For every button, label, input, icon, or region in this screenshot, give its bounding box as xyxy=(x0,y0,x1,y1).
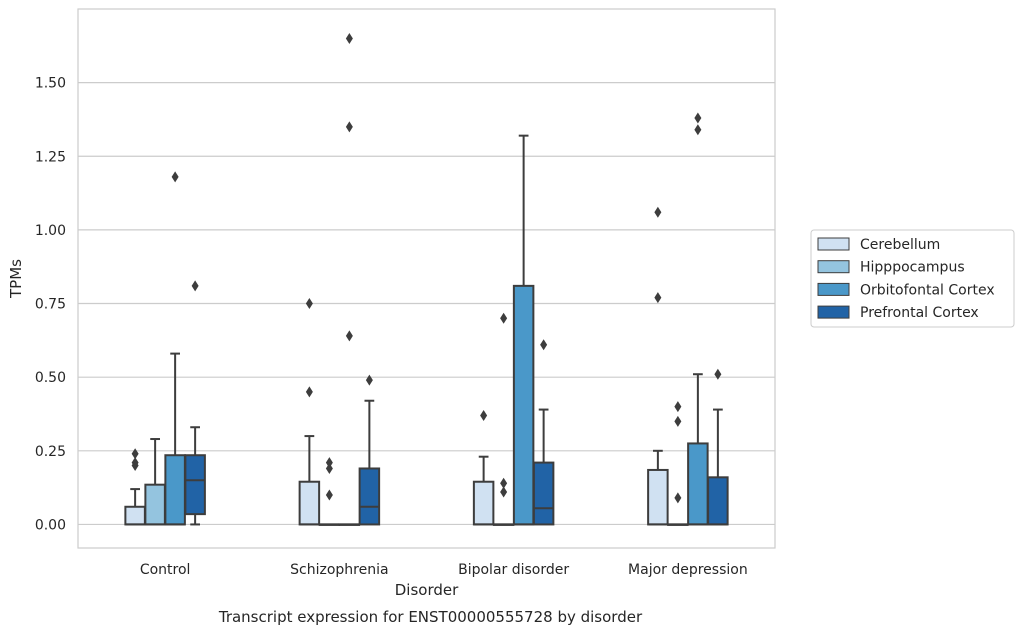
legend-label: Cerebellum xyxy=(860,237,940,253)
box-rect xyxy=(707,476,729,526)
outlier-point xyxy=(305,298,313,310)
box-rect xyxy=(184,454,206,516)
chart-title: Transcript expression for ENST0000055572… xyxy=(218,608,643,626)
outlier-point xyxy=(674,415,682,427)
box-rect xyxy=(164,454,186,526)
y-tick-label: 1.00 xyxy=(35,223,66,239)
box-cerebellum xyxy=(472,409,495,526)
box-rect xyxy=(512,284,535,526)
x-tick-label: Bipolar disorder xyxy=(458,562,569,578)
outlier-point xyxy=(500,486,508,498)
outlier-point xyxy=(325,489,333,501)
legend-label: Hipppocampus xyxy=(860,260,965,276)
outlier-point xyxy=(674,492,682,504)
outlier-point xyxy=(345,330,353,342)
box-rect xyxy=(647,468,669,526)
box-orbitofontal-cortex xyxy=(164,171,186,526)
box-rect xyxy=(532,461,555,526)
outlier-point xyxy=(540,339,548,351)
box-hipppocampus xyxy=(492,312,515,526)
y-tick-label: 1.25 xyxy=(35,149,66,165)
box-cerebellum xyxy=(124,448,146,526)
x-tick-label: Major depression xyxy=(628,562,748,578)
outlier-point xyxy=(694,112,702,124)
y-tick-label: 0.25 xyxy=(35,444,66,460)
box-cerebellum xyxy=(298,298,321,526)
box-prefrontal-cortex xyxy=(184,280,206,526)
outlier-point xyxy=(480,409,488,421)
y-tick-labels: 0.00 0.25 0.50 0.75 1.00 1.25 1.50 xyxy=(35,76,66,534)
outlier-point xyxy=(714,368,722,380)
y-axis-label: TPMs xyxy=(7,259,25,299)
box-hipppocampus xyxy=(144,438,166,526)
outlier-point xyxy=(171,171,179,183)
outlier-point xyxy=(654,206,662,218)
outlier-point xyxy=(500,477,508,489)
outlier-point xyxy=(365,374,373,386)
outlier-point xyxy=(325,457,333,469)
legend-swatch xyxy=(817,282,850,296)
outlier-point xyxy=(325,462,333,474)
box-prefrontal-cortex xyxy=(707,368,729,526)
box-orbitofontal-cortex xyxy=(687,112,709,526)
box-rect xyxy=(144,483,166,526)
box-rect xyxy=(124,505,146,526)
box-plots xyxy=(124,32,729,526)
y-tick-label: 0.00 xyxy=(35,517,66,533)
legend-swatch xyxy=(817,237,850,251)
legend: Cerebellum Hipppocampus Orbitofontal Corte… xyxy=(810,229,1015,328)
outlier-point xyxy=(674,401,682,413)
box-orbitofontal-cortex xyxy=(512,134,535,526)
outlier-point xyxy=(694,124,702,136)
plot-frame xyxy=(77,8,776,549)
outlier-point xyxy=(191,280,199,292)
box-prefrontal-cortex xyxy=(358,374,381,526)
x-tick-label: Control xyxy=(140,562,191,578)
legend-label: Prefrontal Cortex xyxy=(860,305,979,321)
y-tick-label: 0.50 xyxy=(35,370,66,386)
box-hipppocampus xyxy=(318,457,341,526)
outlier-point xyxy=(654,292,662,304)
x-axis-label: Disorder xyxy=(395,581,459,599)
box-rect xyxy=(298,480,321,526)
outlier-point xyxy=(131,448,139,460)
legend-swatch xyxy=(817,305,850,319)
box-cerebellum xyxy=(647,206,669,526)
outlier-point xyxy=(345,32,353,44)
outlier-point xyxy=(305,386,313,398)
box-prefrontal-cortex xyxy=(532,339,555,526)
box-rect xyxy=(687,442,709,526)
box-rect xyxy=(358,467,381,526)
x-tick-labels: Control Schizophrenia Bipolar disorder Majo… xyxy=(140,562,748,578)
legend-label: Orbitofontal Cortex xyxy=(860,282,995,298)
legend-swatch xyxy=(817,260,850,274)
y-tick-label: 0.75 xyxy=(35,297,66,313)
outlier-point xyxy=(500,312,508,324)
box-hipppocampus xyxy=(667,401,689,526)
box-rect xyxy=(472,480,495,526)
outlier-point xyxy=(131,457,139,469)
legend-frame xyxy=(810,229,1015,328)
outlier-point xyxy=(345,121,353,133)
x-tick-label: Schizophrenia xyxy=(290,562,388,578)
y-tick-label: 1.50 xyxy=(35,76,66,92)
